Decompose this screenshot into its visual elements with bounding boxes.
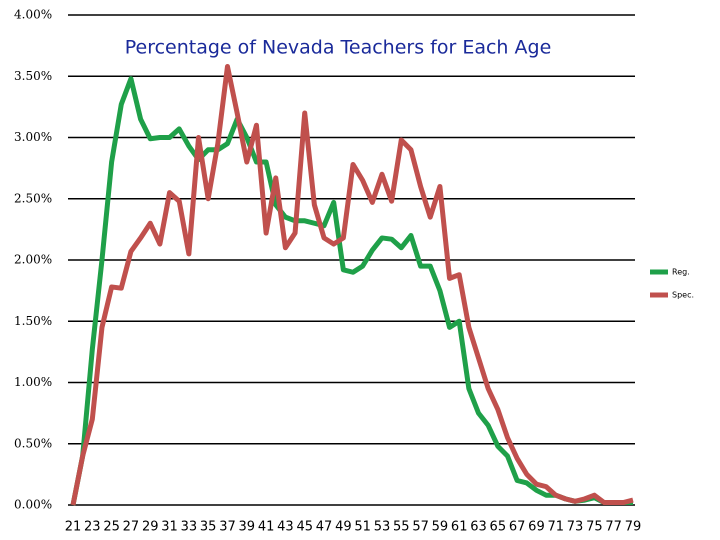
x-tick-label: 43: [277, 520, 294, 535]
y-tick-label: 2.50%: [14, 191, 52, 205]
x-tick-label: 53: [374, 520, 391, 535]
x-tick-label: 59: [432, 520, 449, 535]
chart-title: Percentage of Nevada Teachers for Each A…: [125, 37, 552, 59]
x-tick-label: 31: [161, 520, 178, 535]
x-tick-label: 21: [65, 520, 82, 535]
x-tick-label: 49: [335, 520, 352, 535]
x-tick-label: 45: [296, 520, 313, 535]
x-tick-label: 25: [103, 520, 120, 535]
x-tick-label: 75: [586, 520, 603, 535]
y-tick-label: 2.00%: [14, 253, 52, 267]
x-tick-label: 77: [605, 520, 622, 535]
x-tick-label: 29: [142, 520, 159, 535]
x-tick-label: 63: [470, 520, 487, 535]
x-tick-label: 27: [123, 520, 140, 535]
y-tick-label: 1.00%: [14, 375, 52, 389]
series-line: [70, 76, 633, 506]
series-line: [70, 63, 634, 506]
x-tick-label: 69: [528, 520, 545, 535]
x-tick-label: 65: [490, 520, 507, 535]
y-tick-label: 1.50%: [14, 314, 52, 328]
x-tick-label: 23: [84, 520, 101, 535]
y-tick-label: 0.50%: [14, 436, 52, 450]
legend-label: Reg.: [672, 268, 690, 277]
x-tick-label: 37: [219, 520, 236, 535]
x-tick-label: 33: [181, 520, 198, 535]
y-tick-label: 3.50%: [14, 69, 52, 83]
y-tick-label: 3.00%: [14, 130, 52, 144]
x-tick-label: 35: [200, 520, 217, 535]
x-tick-label: 55: [393, 520, 410, 535]
y-tick-label: 0.00%: [14, 498, 52, 512]
x-tick-label: 67: [509, 520, 526, 535]
x-tick-label: 61: [451, 520, 468, 535]
x-tick-label: 51: [354, 520, 371, 535]
x-tick-label: 73: [567, 520, 584, 535]
y-tick-label: 4.00%: [14, 8, 52, 22]
legend-label: Spec.: [672, 291, 694, 300]
x-tick-label: 79: [625, 520, 642, 535]
x-tick-label: 71: [547, 520, 564, 535]
x-tick-label: 47: [316, 520, 333, 535]
x-tick-label: 57: [412, 520, 429, 535]
x-tick-label: 39: [239, 520, 256, 535]
x-tick-label: 41: [258, 520, 275, 535]
